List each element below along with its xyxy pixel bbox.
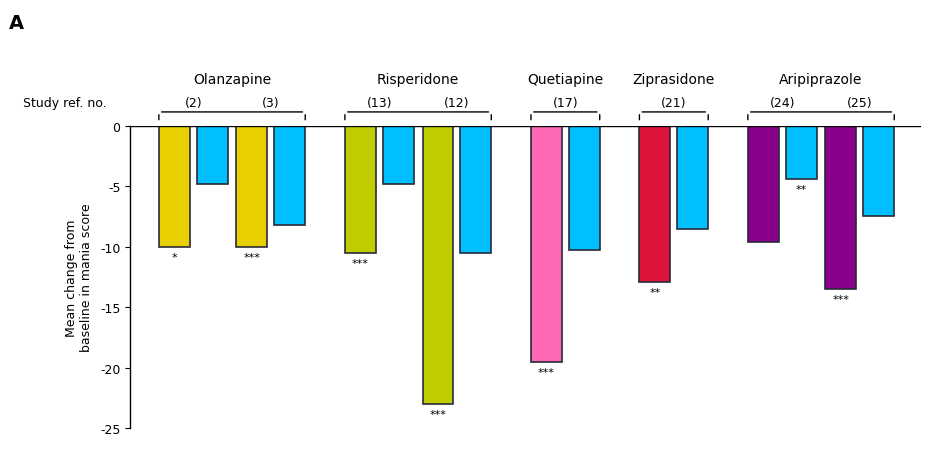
Text: *: * (171, 252, 177, 262)
Text: (12): (12) (445, 97, 470, 110)
Text: **: ** (649, 287, 660, 297)
Text: A: A (9, 14, 24, 32)
Text: ***: *** (538, 367, 555, 377)
Text: **: ** (795, 184, 807, 194)
Bar (748, 126, 778, 242)
Bar (422, 126, 453, 404)
Text: (17): (17) (552, 97, 578, 110)
Bar (274, 126, 305, 226)
Bar (531, 126, 562, 362)
Text: (13): (13) (366, 97, 392, 110)
Bar (640, 126, 671, 282)
Bar (863, 126, 895, 217)
Text: Ziprasidone: Ziprasidone (632, 73, 715, 87)
Text: (25): (25) (847, 97, 872, 110)
Bar (159, 126, 190, 247)
Text: (3): (3) (262, 97, 280, 110)
Text: (2): (2) (184, 97, 202, 110)
Text: (24): (24) (769, 97, 795, 110)
Bar (236, 126, 267, 247)
Text: (21): (21) (661, 97, 686, 110)
Bar (826, 126, 857, 290)
Text: ***: *** (244, 252, 260, 262)
Text: Study ref. no.: Study ref. no. (23, 97, 107, 110)
Bar (345, 126, 376, 253)
Text: ***: *** (832, 295, 849, 304)
Bar (677, 126, 709, 229)
Bar (383, 126, 414, 184)
Text: ***: *** (430, 409, 446, 419)
Text: Olanzapine: Olanzapine (193, 73, 272, 87)
Bar (569, 126, 600, 251)
Text: ***: *** (352, 258, 369, 268)
Text: Aripiprazole: Aripiprazole (779, 73, 863, 87)
Bar (786, 126, 817, 179)
Bar (460, 126, 491, 253)
Text: Risperidone: Risperidone (377, 73, 459, 87)
Y-axis label: Mean change from
baseline in mania score: Mean change from baseline in mania score (65, 203, 93, 351)
Text: Quetiapine: Quetiapine (527, 73, 604, 87)
Bar (197, 126, 228, 184)
